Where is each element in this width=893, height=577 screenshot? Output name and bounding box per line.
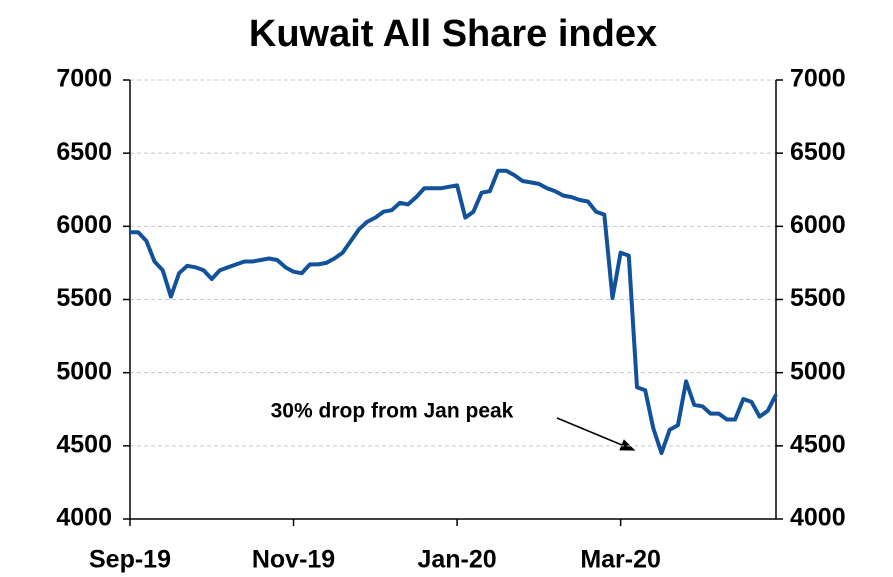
x-tick-label: Nov-19 [252,546,335,574]
y2-tick-label: 4500 [790,430,846,458]
annotation: 30% drop from Jan peak [271,400,514,423]
line [130,168,778,456]
y-tick-label: 7000 [56,65,112,93]
y-tick-label: 6500 [56,138,112,166]
chart-title: Kuwait All Share index [249,13,657,55]
y-tick-label: 5500 [56,284,112,312]
y2-tick-label: 6000 [790,211,846,239]
y-tick-label: 4500 [56,430,112,458]
y2-tick-label: 5500 [790,284,846,312]
annotation-arrow [556,417,636,451]
y-tick-label: 4000 [56,504,112,532]
x-tick-label: Jan-20 [417,546,496,574]
y-tick-label: 6000 [56,211,112,239]
y2-tick-label: 6500 [790,138,846,166]
y-tick-label: 5000 [56,357,112,385]
y2-tick-label: 5000 [790,357,846,385]
y2-tick-label: 4000 [790,504,846,532]
x-tick-label: Sep-19 [89,546,171,574]
y2-tick-label: 7000 [790,65,846,93]
x-tick-label: Mar-20 [580,546,661,574]
